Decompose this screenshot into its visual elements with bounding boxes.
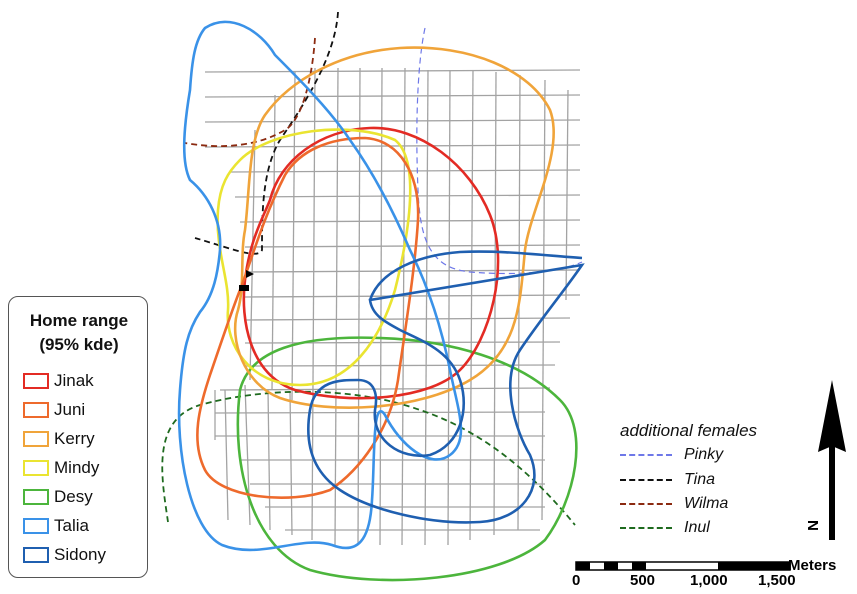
scale-tick-1500: 1,500 — [758, 572, 796, 589]
pinky-line — [620, 454, 672, 456]
additional-females-title: additional females — [620, 421, 757, 441]
legend-label: Mindy — [54, 458, 99, 478]
range-kerry — [235, 48, 554, 408]
legend-label: Sidony — [54, 545, 106, 565]
tina-line — [620, 479, 672, 481]
swatch-mindy — [23, 460, 49, 476]
swatch-desy — [23, 489, 49, 505]
scale-bar — [576, 562, 790, 570]
range-jinak — [244, 128, 498, 398]
additional-female-label: Inul — [684, 519, 710, 537]
additional-female-pinky: Pinky — [620, 445, 723, 465]
scale-tick-500: 500 — [630, 572, 655, 589]
swatch-jinak — [23, 373, 49, 389]
legend-title: Home range — [9, 311, 149, 331]
range-desy — [238, 338, 577, 580]
swatch-sidony — [23, 547, 49, 563]
legend-item-mindy: Mindy — [23, 457, 99, 479]
scale-tick-1000: 1,000 — [690, 572, 728, 589]
legend-subtitle: (95% kde) — [9, 335, 149, 355]
additional-female-label: Wilma — [684, 495, 728, 513]
legend-item-kerry: Kerry — [23, 428, 95, 450]
legend-label: Desy — [54, 487, 93, 507]
track-wilma — [185, 38, 315, 146]
swatch-talia — [23, 518, 49, 534]
legend-label: Talia — [54, 516, 89, 536]
north-label: N — [805, 520, 822, 531]
range-sidony — [308, 252, 582, 523]
legend-label: Juni — [54, 400, 85, 420]
legend-item-sidony: Sidony — [23, 544, 106, 566]
inul-line — [620, 527, 672, 529]
wilma-line — [620, 503, 672, 505]
legend: Home range (95% kde) Jinak Juni Kerry Mi… — [8, 296, 148, 578]
swatch-juni — [23, 402, 49, 418]
additional-female-wilma: Wilma — [620, 494, 728, 514]
legend-label: Jinak — [54, 371, 94, 391]
legend-item-jinak: Jinak — [23, 370, 94, 392]
north-arrow-icon — [818, 380, 846, 540]
scale-tick-0: 0 — [572, 572, 580, 589]
additional-female-label: Tina — [684, 471, 715, 489]
additional-female-inul: Inul — [620, 518, 710, 538]
legend-label: Kerry — [54, 429, 95, 449]
legend-item-desy: Desy — [23, 486, 93, 508]
legend-item-juni: Juni — [23, 399, 85, 421]
swatch-kerry — [23, 431, 49, 447]
additional-female-tina: Tina — [620, 470, 715, 490]
legend-item-talia: Talia — [23, 515, 89, 537]
additional-female-label: Pinky — [684, 446, 723, 464]
